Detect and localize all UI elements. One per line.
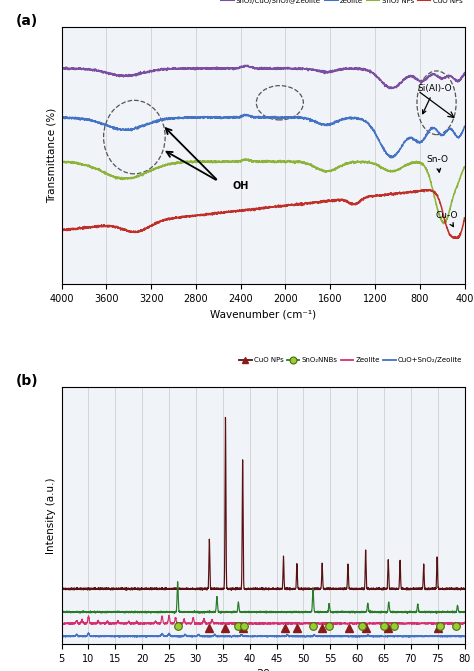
Text: OH: OH [233,180,249,191]
X-axis label: 2θ: 2θ [256,670,270,671]
Legend: SnO₂/CuO/SnO₂@Zeolite, zeolite, SnO₂ NPs, CuO NPs: SnO₂/CuO/SnO₂@Zeolite, zeolite, SnO₂ NPs… [219,0,465,7]
Text: Sn-O: Sn-O [427,154,448,172]
Text: (a): (a) [15,14,37,28]
X-axis label: Wavenumber (cm⁻¹): Wavenumber (cm⁻¹) [210,309,316,319]
Y-axis label: Intensity (a.u.): Intensity (a.u.) [46,477,56,554]
Text: (b): (b) [15,374,38,388]
Text: Cu-O: Cu-O [436,211,458,227]
Legend: CuO NPs, SnO₂NNBs, Zeolite, CuO+SnO₂/Zeolite: CuO NPs, SnO₂NNBs, Zeolite, CuO+SnO₂/Zeo… [236,354,465,366]
Text: Si(Al)-O: Si(Al)-O [418,83,452,113]
Y-axis label: Transmittance (%): Transmittance (%) [46,108,56,203]
